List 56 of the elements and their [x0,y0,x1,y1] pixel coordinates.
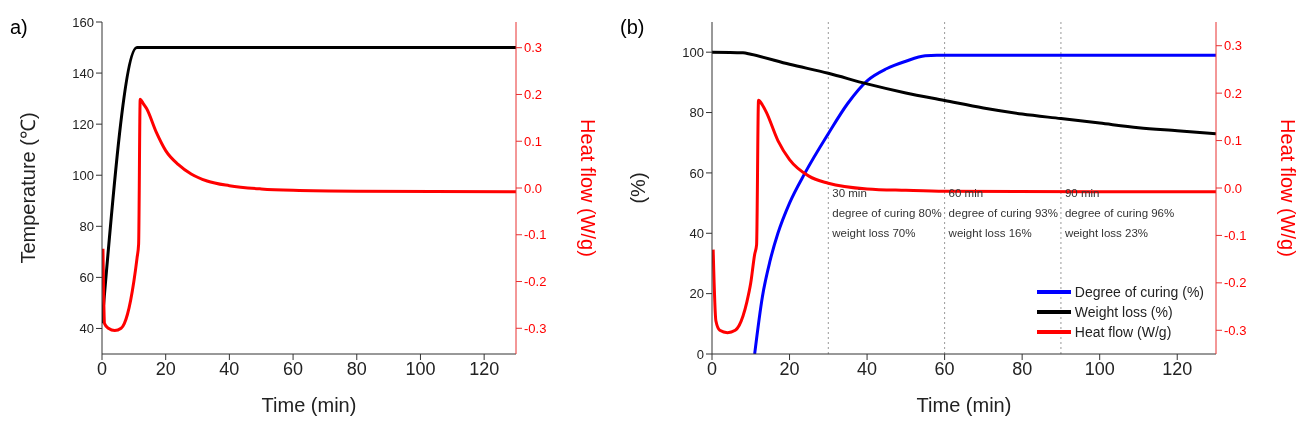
y2-tick-label: 0.0 [524,180,543,196]
x-tick-label: 100 [1084,358,1115,379]
x-tick-label: 40 [219,358,240,379]
legend-label: Degree of curing (%) [1074,284,1204,300]
y-tick-label: 100 [72,167,94,183]
x-tick-label: 0 [706,358,718,379]
chart-title: (b) [620,16,645,39]
chart-title: a) [10,16,28,39]
x-tick-label: 120 [469,358,500,379]
x-tick-label: 20 [155,358,176,379]
y2-tick-label: 0.0 [1224,180,1243,196]
y-tick-label: 40 [79,321,94,337]
y2-tick-label: -0.2 [1224,275,1247,291]
annotation: 30 min degree of curing 80% weight loss 70% [831,187,942,240]
x-tick-label: 40 [857,358,878,379]
x-tick-label: 0 [96,358,108,379]
y-tick-label: 80 [79,218,94,234]
y2-tick-label: 0.2 [524,87,543,103]
y-tick-label: 0 [696,346,704,362]
y-axis-title: (%) [627,172,650,204]
y-tick-label: 40 [689,225,704,241]
y2-tick-label: -0.1 [1224,228,1247,244]
line-series [753,53,1216,354]
y-tick-label: 20 [689,286,704,302]
y2-tick-label: -0.1 [524,227,547,243]
y2-tick-label: 0.3 [524,40,543,56]
y-tick-label: 60 [79,270,94,285]
y2-tick-label: 0.3 [1224,38,1243,54]
y2-tick-label: 0.1 [524,133,543,149]
y2-tick-label: -0.3 [1224,322,1247,338]
x-axis-title: Time (min) [261,394,357,416]
x-tick-label: 80 [1012,358,1033,379]
legend-label: Weight loss (%) [1074,304,1173,320]
line-series [102,97,516,333]
y-tick-label: 120 [72,116,94,132]
y2-tick-label: -0.2 [524,274,547,290]
x-tick-label: 60 [283,358,304,379]
legend-label: Heat flow (W/g) [1074,324,1172,340]
line-series [712,50,1216,136]
x-tick-label: 120 [1162,358,1193,379]
x-tick-label: 60 [934,358,955,379]
y2-tick-label: 0.1 [1224,133,1243,149]
y2-axis-title: Heat flow (W/g) [576,119,599,257]
x-tick-label: 80 [346,358,367,379]
y-tick-label: 80 [689,105,704,121]
y-tick-label: 60 [689,165,704,181]
y2-tick-label: -0.3 [524,320,547,336]
y-tick-label: 160 [72,14,94,30]
y-tick-label: 100 [682,44,704,60]
x-tick-label: 20 [779,358,800,379]
y-axis-title: Temperature (℃) [17,112,40,264]
x-axis-title: Time (min) [916,394,1012,416]
y2-axis-title: Heat flow (W/g) [1276,119,1299,257]
y-tick-label: 140 [72,65,94,81]
y2-tick-label: 0.2 [1224,85,1243,101]
x-tick-label: 100 [405,358,436,379]
